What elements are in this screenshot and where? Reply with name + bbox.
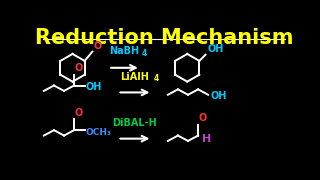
Text: O: O xyxy=(93,41,101,51)
Text: H: H xyxy=(202,134,211,144)
Text: DiBAL-H: DiBAL-H xyxy=(112,118,157,128)
Text: O: O xyxy=(75,108,83,118)
Text: 4: 4 xyxy=(141,49,147,58)
Text: OH: OH xyxy=(211,91,227,101)
Text: O: O xyxy=(75,63,83,73)
Text: OH: OH xyxy=(207,44,223,54)
Text: Reduction Mechanism: Reduction Mechanism xyxy=(35,28,293,48)
Text: OH: OH xyxy=(86,82,102,92)
Text: O: O xyxy=(199,113,207,123)
Text: LiAlH: LiAlH xyxy=(120,72,149,82)
Text: OCH₃: OCH₃ xyxy=(86,128,112,137)
Text: NaBH: NaBH xyxy=(109,46,140,56)
Text: 4: 4 xyxy=(154,74,159,83)
